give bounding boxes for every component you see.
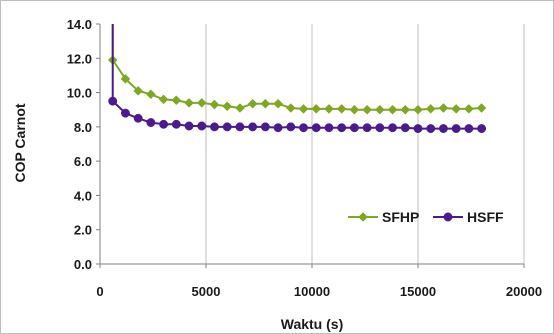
- point-hsff-14: [286, 122, 296, 132]
- point-sfhp-19: [349, 104, 360, 115]
- point-sfhp-22: [387, 104, 398, 115]
- point-sfhp-16: [311, 104, 322, 114]
- point-hsff-16: [311, 123, 321, 133]
- legend-label-sfhp: SFHP: [382, 209, 419, 225]
- point-sfhp-5: [171, 95, 182, 106]
- point-sfhp-29: [476, 103, 487, 113]
- point-hsff-24: [413, 124, 423, 134]
- y-tick-label-1: 2.0: [74, 223, 92, 238]
- y-axis-title: COP Carnot: [12, 103, 28, 182]
- grid: [205, 24, 525, 264]
- point-sfhp-27: [451, 104, 462, 114]
- y-tick-label-7: 14.0: [67, 17, 92, 32]
- point-hsff-19: [349, 123, 359, 133]
- axes: [96, 23, 525, 268]
- point-sfhp-20: [362, 104, 372, 115]
- point-hsff-25: [426, 124, 436, 134]
- point-sfhp-4: [158, 94, 169, 105]
- point-hsff-20: [362, 123, 372, 133]
- legend: SFHP HSFF: [348, 209, 504, 225]
- point-hsff-13: [273, 123, 283, 133]
- point-hsff-11: [248, 122, 258, 132]
- point-sfhp-3: [146, 89, 156, 100]
- point-sfhp-13: [273, 98, 283, 109]
- point-hsff-29: [477, 124, 487, 134]
- x-tick-label-0: 0: [96, 284, 103, 299]
- y-tick-label-4: 8.0: [74, 120, 92, 135]
- point-hsff-3: [146, 118, 156, 128]
- y-tick-label-2: 4.0: [74, 188, 92, 203]
- point-hsff-23: [400, 123, 410, 133]
- series-hsff: [108, 24, 487, 134]
- point-sfhp-14: [285, 103, 296, 113]
- x-tick-label-4: 20000: [506, 284, 542, 299]
- point-hsff-22: [388, 123, 398, 133]
- point-sfhp-11: [247, 98, 258, 109]
- point-hsff-12: [260, 122, 270, 132]
- point-sfhp-26: [438, 103, 449, 113]
- point-sfhp-1: [120, 74, 131, 84]
- y-tick-label-5: 10.0: [67, 86, 92, 101]
- point-sfhp-9: [222, 101, 233, 112]
- point-sfhp-7: [196, 98, 207, 108]
- x-axis-title: Waktu (s): [281, 316, 343, 332]
- legend-marker-hsff: [443, 212, 453, 222]
- point-sfhp-25: [425, 104, 436, 114]
- point-sfhp-21: [374, 104, 385, 115]
- point-sfhp-28: [464, 104, 474, 114]
- point-hsff-8: [210, 122, 219, 132]
- point-sfhp-24: [413, 104, 423, 115]
- point-hsff-5: [171, 119, 181, 129]
- point-hsff-7: [197, 121, 207, 131]
- point-sfhp-17: [324, 104, 334, 114]
- x-tick-label-1: 5000: [192, 284, 221, 299]
- point-sfhp-10: [235, 103, 245, 113]
- point-hsff-1: [120, 108, 130, 118]
- point-hsff-28: [464, 124, 474, 134]
- point-sfhp-6: [184, 98, 194, 108]
- point-sfhp-18: [336, 104, 347, 114]
- y-tick-label-3: 6.0: [74, 154, 92, 169]
- point-hsff-6: [184, 121, 194, 131]
- y-tick-label-0: 0.0: [74, 257, 92, 272]
- x-tick-label-3: 15000: [400, 284, 436, 299]
- point-sfhp-12: [260, 98, 271, 109]
- point-hsff-27: [451, 124, 461, 134]
- point-sfhp-15: [298, 104, 309, 114]
- x-tick-label-2: 10000: [294, 284, 330, 299]
- tick-labels: 0.0 2.0 4.0 6.0 8.0 10.0 12.0 14.0 0 5000 10000 150…: [67, 17, 542, 299]
- point-hsff-15: [299, 123, 308, 133]
- point-hsff-17: [324, 123, 334, 133]
- point-hsff-9: [222, 122, 232, 132]
- point-hsff-10: [235, 122, 245, 132]
- point-hsff-21: [375, 123, 385, 133]
- legend-point-hsff: [443, 212, 453, 222]
- point-sfhp-2: [133, 86, 144, 96]
- point-hsff-18: [337, 123, 347, 133]
- point-hsff-26: [438, 124, 448, 134]
- legend-label-hsff: HSFF: [467, 209, 504, 225]
- point-hsff-2: [133, 113, 143, 123]
- series-sfhp: [107, 24, 487, 115]
- y-tick-label-6: 12.0: [67, 51, 92, 66]
- point-sfhp-23: [400, 104, 411, 115]
- point-hsff-4: [159, 119, 169, 129]
- point-hsff-0: [108, 96, 118, 106]
- legend-point-sfhp: [358, 212, 368, 222]
- series: [107, 24, 487, 134]
- legend-marker-sfhp: [358, 212, 368, 222]
- point-sfhp-8: [209, 99, 220, 110]
